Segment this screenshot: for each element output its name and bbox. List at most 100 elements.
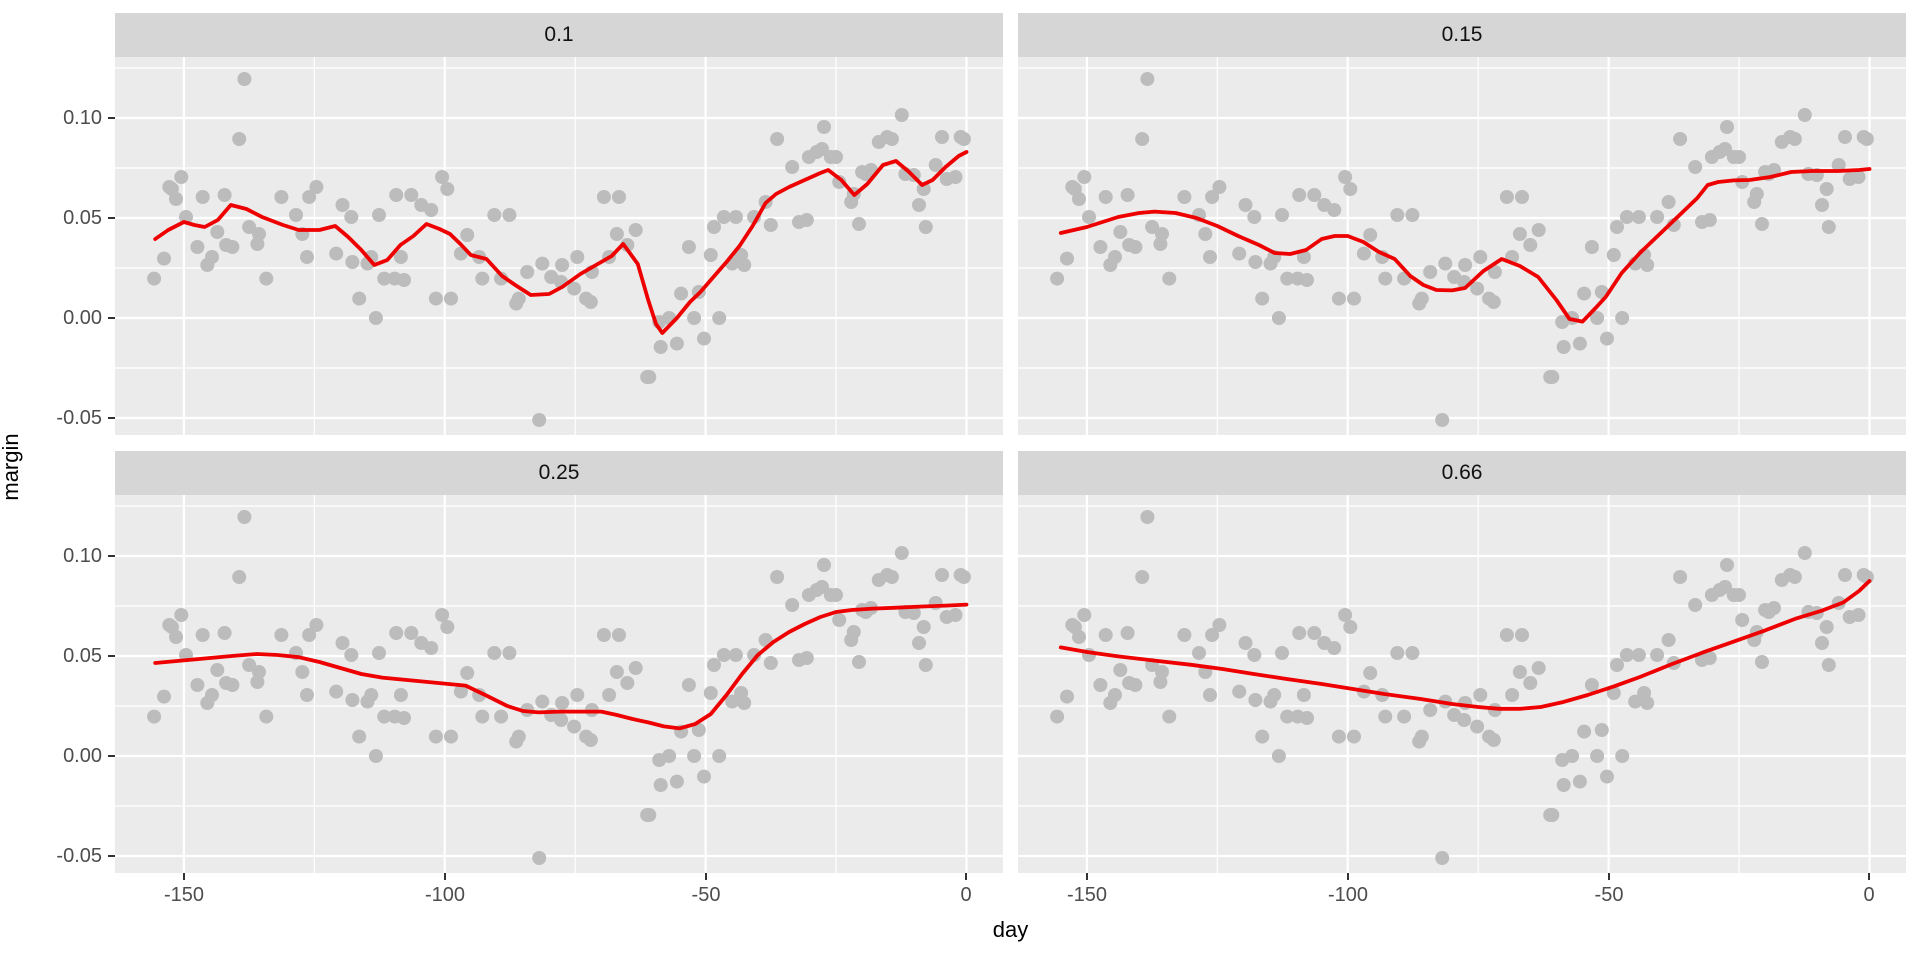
- data-point: [205, 688, 219, 702]
- data-point: [1600, 769, 1614, 784]
- data-point: [716, 210, 731, 224]
- x-axis-title: day: [992, 917, 1029, 942]
- data-point: [1572, 774, 1587, 789]
- data-point: [352, 729, 367, 744]
- data-point: [703, 686, 718, 700]
- data-point: [1414, 729, 1429, 744]
- data-point: [697, 331, 711, 346]
- data-point: [1615, 749, 1630, 763]
- data-point: [1819, 620, 1834, 634]
- data-point: [737, 258, 752, 272]
- y-tick-label: 0.10: [63, 545, 102, 567]
- data-point: [1331, 729, 1346, 744]
- data-point: [1098, 190, 1113, 204]
- data-point: [502, 646, 517, 660]
- data-point: [424, 203, 439, 217]
- data-point: [1577, 724, 1592, 739]
- panel-background: [115, 57, 1003, 435]
- panel-background: [1018, 495, 1906, 873]
- data-point: [935, 130, 949, 144]
- data-point: [1688, 160, 1703, 174]
- data-point: [583, 295, 598, 309]
- data-point: [1280, 709, 1295, 724]
- data-point: [302, 190, 317, 204]
- data-point: [1153, 675, 1168, 689]
- data-point: [1153, 237, 1168, 251]
- loess-smooth-line: [153, 602, 969, 731]
- data-point: [300, 688, 314, 702]
- data-point: [1108, 250, 1122, 264]
- y-tick-label: 0.05: [63, 645, 102, 667]
- data-point: [1512, 227, 1527, 241]
- data-point: [372, 208, 386, 222]
- data-point: [691, 723, 706, 737]
- data-point: [1267, 688, 1282, 702]
- data-point: [852, 217, 866, 231]
- data-point: [344, 210, 359, 224]
- data-point: [1060, 251, 1074, 266]
- data-point: [1082, 210, 1096, 224]
- data-point: [397, 273, 411, 287]
- data-point: [205, 250, 219, 264]
- data-point: [612, 628, 626, 642]
- y-tick-mark: [108, 855, 115, 857]
- data-point: [928, 158, 943, 172]
- data-point: [1594, 723, 1609, 737]
- data-point: [674, 286, 689, 301]
- data-point: [1661, 633, 1676, 647]
- data-point: [681, 240, 696, 254]
- y-tick-label: 0.00: [63, 745, 102, 767]
- data-point: [242, 658, 257, 672]
- data-point: [1584, 678, 1599, 692]
- data-point: [1606, 248, 1621, 262]
- data-point: [210, 225, 225, 239]
- data-point: [1650, 210, 1665, 224]
- data-point: [1247, 210, 1262, 224]
- x-tick-mark: [965, 873, 967, 880]
- y-tick-mark: [108, 317, 115, 319]
- data-point: [728, 648, 743, 662]
- data-point: [1077, 608, 1092, 622]
- data-point: [716, 648, 731, 662]
- data-point: [335, 636, 350, 650]
- y-tick-label: 0.00: [63, 307, 102, 329]
- data-point: [389, 188, 404, 202]
- data-point: [1749, 187, 1764, 201]
- data-point: [1113, 663, 1128, 677]
- data-point: [242, 220, 257, 234]
- data-point: [440, 620, 455, 634]
- data-point: [1113, 225, 1128, 239]
- x-tick-label: -100: [424, 884, 466, 906]
- data-point: [1212, 180, 1227, 194]
- data-point: [174, 608, 189, 622]
- data-point: [570, 250, 585, 264]
- data-point: [487, 208, 502, 222]
- data-point: [669, 336, 684, 351]
- data-point: [1128, 240, 1143, 254]
- x-tick-mark: [1608, 873, 1610, 880]
- data-point: [884, 570, 899, 584]
- data-point: [1515, 190, 1529, 204]
- data-point: [368, 311, 383, 325]
- data-point: [1515, 628, 1529, 642]
- x-tick-mark: [183, 873, 185, 880]
- data-point: [1271, 311, 1286, 325]
- data-point: [669, 774, 684, 789]
- data-point: [1640, 258, 1655, 272]
- data-point: [1619, 210, 1634, 224]
- data-point: [372, 646, 386, 660]
- data-point: [1688, 598, 1703, 612]
- data-point: [1435, 413, 1450, 427]
- data-point: [1819, 182, 1834, 196]
- data-point: [157, 689, 171, 704]
- data-point: [662, 749, 677, 763]
- data-point: [274, 190, 289, 204]
- data-point: [1815, 198, 1829, 212]
- data-point: [612, 190, 626, 204]
- data-point: [511, 729, 526, 744]
- data-point: [620, 238, 635, 252]
- data-point: [1347, 291, 1361, 306]
- data-point: [404, 626, 419, 640]
- data-point: [179, 210, 193, 224]
